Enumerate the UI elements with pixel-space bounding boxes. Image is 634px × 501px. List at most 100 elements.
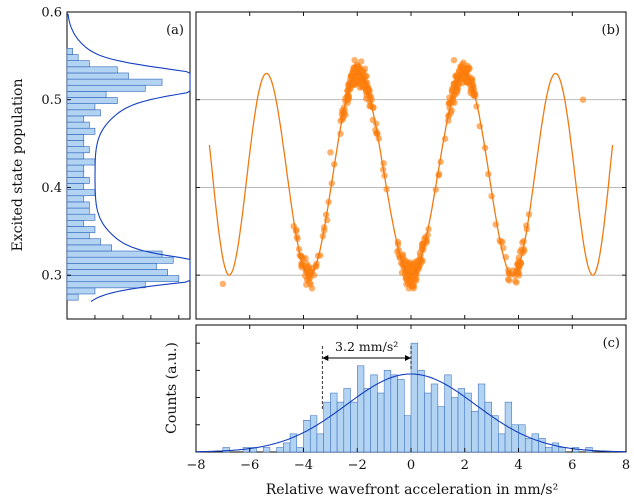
panel-b-label: (b) [602,23,620,38]
xtick-label-2: −4 [294,458,313,473]
scatter-point-9 [579,96,587,103]
scatter-point-503 [415,265,422,272]
hist-c-bar-45 [524,438,533,453]
panel-a: (a) [66,13,191,302]
hist-a-bar-24 [66,146,90,154]
scatter-point-397 [523,222,530,229]
hist-a-bar-33 [66,91,107,98]
scatter-point-550 [457,63,465,70]
panel-b: (b) [208,23,620,292]
hist-c-bar-34 [451,397,459,453]
hist-a-bar-34 [66,84,146,92]
xtick-label-5: 2 [461,458,469,473]
hist-a-bar-25 [66,140,85,147]
hist-a-bar-36 [66,72,129,80]
hist-a-bar-1 [66,287,96,295]
hist-c-bar-49 [551,442,560,453]
hist-a-bar-30 [66,109,101,117]
hist-a-bar-32 [66,97,118,104]
hist-a-bar-39 [66,54,79,61]
annotation-arrowhead-left [322,355,329,361]
hist-a-bar-6 [66,256,174,264]
hist-c-bar-16 [330,392,338,453]
xtick-label-7: 6 [568,458,576,473]
hist-c-bar-44 [518,424,526,453]
scatter-point-511 [414,257,421,265]
xtick-label-3: −2 [348,458,367,473]
scatter-point-399 [451,99,458,106]
hist-c-bar-14 [316,433,324,453]
hist-a-bar-35 [66,78,163,86]
hist-a-bar-10 [66,232,90,240]
hist-c-bar-12 [303,420,311,453]
gridlines [196,99,626,276]
hist-c-bar-23 [377,392,385,453]
panel-c-label: (c) [603,336,620,351]
hist-a-bar-18 [66,183,85,190]
ylabel-bottom: Counts (a.u.) [164,342,180,434]
scatter-point-490 [355,80,362,87]
scatter-point-570 [455,68,463,76]
xlabel: Relative wavefront acceleration in mm/s² [266,482,558,498]
hist-a-bar-40 [66,48,73,55]
xtick-label-0: −8 [186,458,205,473]
hist-c-bar-8 [276,447,284,453]
fit-curve-b [208,72,614,276]
hist-c-bar-33 [444,374,452,453]
hist-c-bar-13 [309,415,318,453]
hist-a-bar-38 [66,60,90,68]
ytick-label-3: 0.6 [41,6,62,21]
xtick-label-1: −6 [240,458,259,473]
xtick-label-8: 8 [622,458,630,473]
hist-c-bar-37 [471,410,479,453]
hist-a-bar-17 [66,189,96,197]
fit-curve-c [196,373,626,453]
scatter-point-429 [305,262,312,270]
hist-c-bar-39 [484,401,492,453]
scatter-point-461 [410,282,418,290]
scatter-point-541 [348,72,355,79]
hist-a-bar-31 [66,103,96,111]
hist-a-bar-22 [66,158,96,166]
hist-c-bar-36 [464,392,472,453]
hist-c-bar-30 [424,392,432,453]
hist-a-bar-15 [66,201,90,209]
hist-a-bar-27 [66,127,96,135]
hist-a-bar-16 [66,195,85,203]
scatter-point-469 [372,126,379,133]
hist-c-bar-50 [558,447,566,453]
hist-a-bar-14 [66,207,90,215]
hist-a-bar-28 [66,121,90,129]
scatter-point-563 [413,271,420,278]
scatter-point-569 [463,74,470,81]
scatter-point-7 [450,57,458,64]
ylabel-left: Excited state population [10,78,26,251]
scatter-point-522 [435,172,442,179]
hist-a-bar-20 [66,170,85,178]
hist-c-bar-15 [323,401,331,453]
hist-a-bar-8 [66,244,113,252]
hist-a-bar-12 [66,220,85,227]
hist-c-bar-27 [404,415,412,453]
hist-c-bar-38 [477,383,486,453]
hist-a-bar-37 [66,66,118,74]
hist-c-bar-43 [511,424,519,453]
hist-c-bar-22 [370,374,378,453]
hist-c-bar-35 [457,388,465,453]
scatter-point-513 [511,272,519,279]
hist-a-bar-13 [66,213,96,221]
fit-curve-a [67,13,191,302]
hist-a-bar-0 [66,293,79,301]
axes-ticks: 0.3 0.4 0.5 0.6 −8 −6 −4 −2 0 2 4 6 8 [41,6,630,474]
xtick-label-6: 4 [514,458,522,473]
ytick-label-2: 0.5 [41,93,62,108]
annotation-label: 3.2 mm/s² [335,339,398,354]
scatter-point-566 [405,260,412,267]
hist-c-bar-26 [397,379,405,453]
hist-a-bar-11 [66,226,96,233]
hist-a-bar-19 [66,177,90,184]
scatter-point-477 [307,281,314,288]
hist-c-bar-31 [430,383,439,453]
scatter-point-251 [505,277,513,284]
